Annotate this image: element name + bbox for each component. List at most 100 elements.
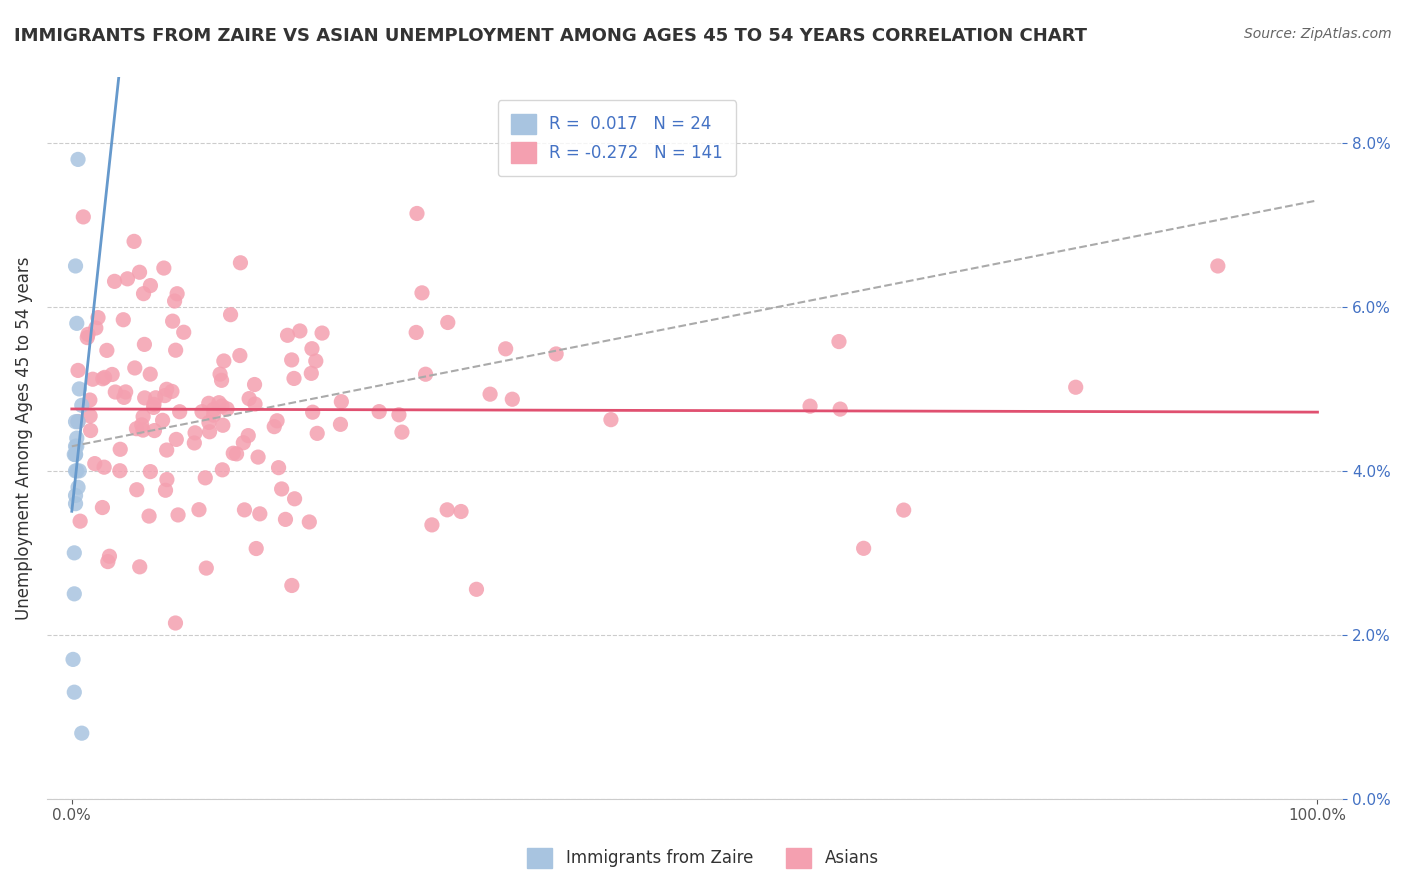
Point [163, 293, 186, 308]
Point [211, 373, 233, 387]
Point [267, 460, 290, 475]
Point [91, 500, 114, 515]
Point [160, 384, 183, 399]
Point [162, 314, 184, 328]
Point [65, 259, 87, 273]
Point [79, 409, 101, 423]
Point [72, 210, 94, 224]
Point [134, 391, 156, 405]
Point [173, 325, 195, 339]
Point [215, 401, 238, 416]
Point [104, 384, 127, 399]
Point [411, 285, 433, 300]
Point [77, 327, 100, 342]
Point [156, 443, 179, 458]
Point [238, 428, 260, 442]
Point [212, 354, 235, 368]
Point [66, 464, 89, 478]
Point [70, 398, 93, 412]
Point [229, 256, 252, 270]
Point [799, 399, 821, 413]
Point [65, 415, 87, 429]
Point [299, 367, 322, 381]
Point [139, 278, 162, 293]
Point [600, 412, 623, 426]
Point [219, 308, 242, 322]
Point [66, 431, 89, 445]
Point [301, 342, 323, 356]
Point [436, 503, 458, 517]
Point [495, 342, 517, 356]
Point [167, 508, 190, 522]
Point [98, 549, 121, 564]
Point [139, 367, 162, 381]
Point [66, 415, 89, 429]
Point [211, 463, 233, 477]
Point [225, 447, 247, 461]
Point [155, 483, 177, 498]
Point [112, 390, 135, 404]
Point [330, 394, 353, 409]
Point [249, 507, 271, 521]
Point [208, 395, 231, 409]
Text: IMMIGRANTS FROM ZAIRE VS ASIAN UNEMPLOYMENT AMONG AGES 45 TO 54 YEARS CORRELATIO: IMMIGRANTS FROM ZAIRE VS ASIAN UNEMPLOYM… [14, 27, 1087, 45]
Point [191, 405, 214, 419]
Point [153, 388, 176, 402]
Point [166, 286, 188, 301]
Point [391, 425, 413, 439]
Point [79, 424, 101, 438]
Point [93, 460, 115, 475]
Point [66, 415, 89, 429]
Point [142, 401, 165, 415]
Point [546, 347, 568, 361]
Point [238, 392, 260, 406]
Point [283, 371, 305, 385]
Point [405, 326, 427, 340]
Point [152, 413, 174, 427]
Point [66, 363, 89, 377]
Point [65, 439, 87, 453]
Point [233, 503, 256, 517]
Point [83, 457, 105, 471]
Point [65, 464, 87, 478]
Point [281, 578, 304, 592]
Point [388, 408, 411, 422]
Point [131, 417, 153, 432]
Point [114, 384, 136, 399]
Point [270, 482, 292, 496]
Point [128, 265, 150, 279]
Point [169, 405, 191, 419]
Point [145, 391, 167, 405]
Point [298, 515, 321, 529]
Point [830, 402, 852, 417]
Point [93, 370, 115, 384]
Point [243, 397, 266, 411]
Point [188, 502, 211, 516]
Point [307, 426, 329, 441]
Point [501, 392, 523, 407]
Point [143, 424, 166, 438]
Point [66, 439, 89, 453]
Point [122, 235, 145, 249]
Point [202, 408, 225, 422]
Point [245, 541, 267, 556]
Point [63, 685, 86, 699]
Point [63, 546, 86, 560]
Point [311, 326, 333, 340]
Point [184, 425, 207, 440]
Point [79, 392, 101, 407]
Point [465, 582, 488, 597]
Point [280, 353, 302, 368]
Point [76, 330, 98, 344]
Point [66, 153, 89, 167]
Point [138, 509, 160, 524]
Point [329, 417, 352, 432]
Point [65, 497, 87, 511]
Point [165, 343, 187, 358]
Point [479, 387, 502, 401]
Point [132, 423, 155, 437]
Point [139, 465, 162, 479]
Point [65, 448, 87, 462]
Point [222, 446, 245, 460]
Point [232, 435, 254, 450]
